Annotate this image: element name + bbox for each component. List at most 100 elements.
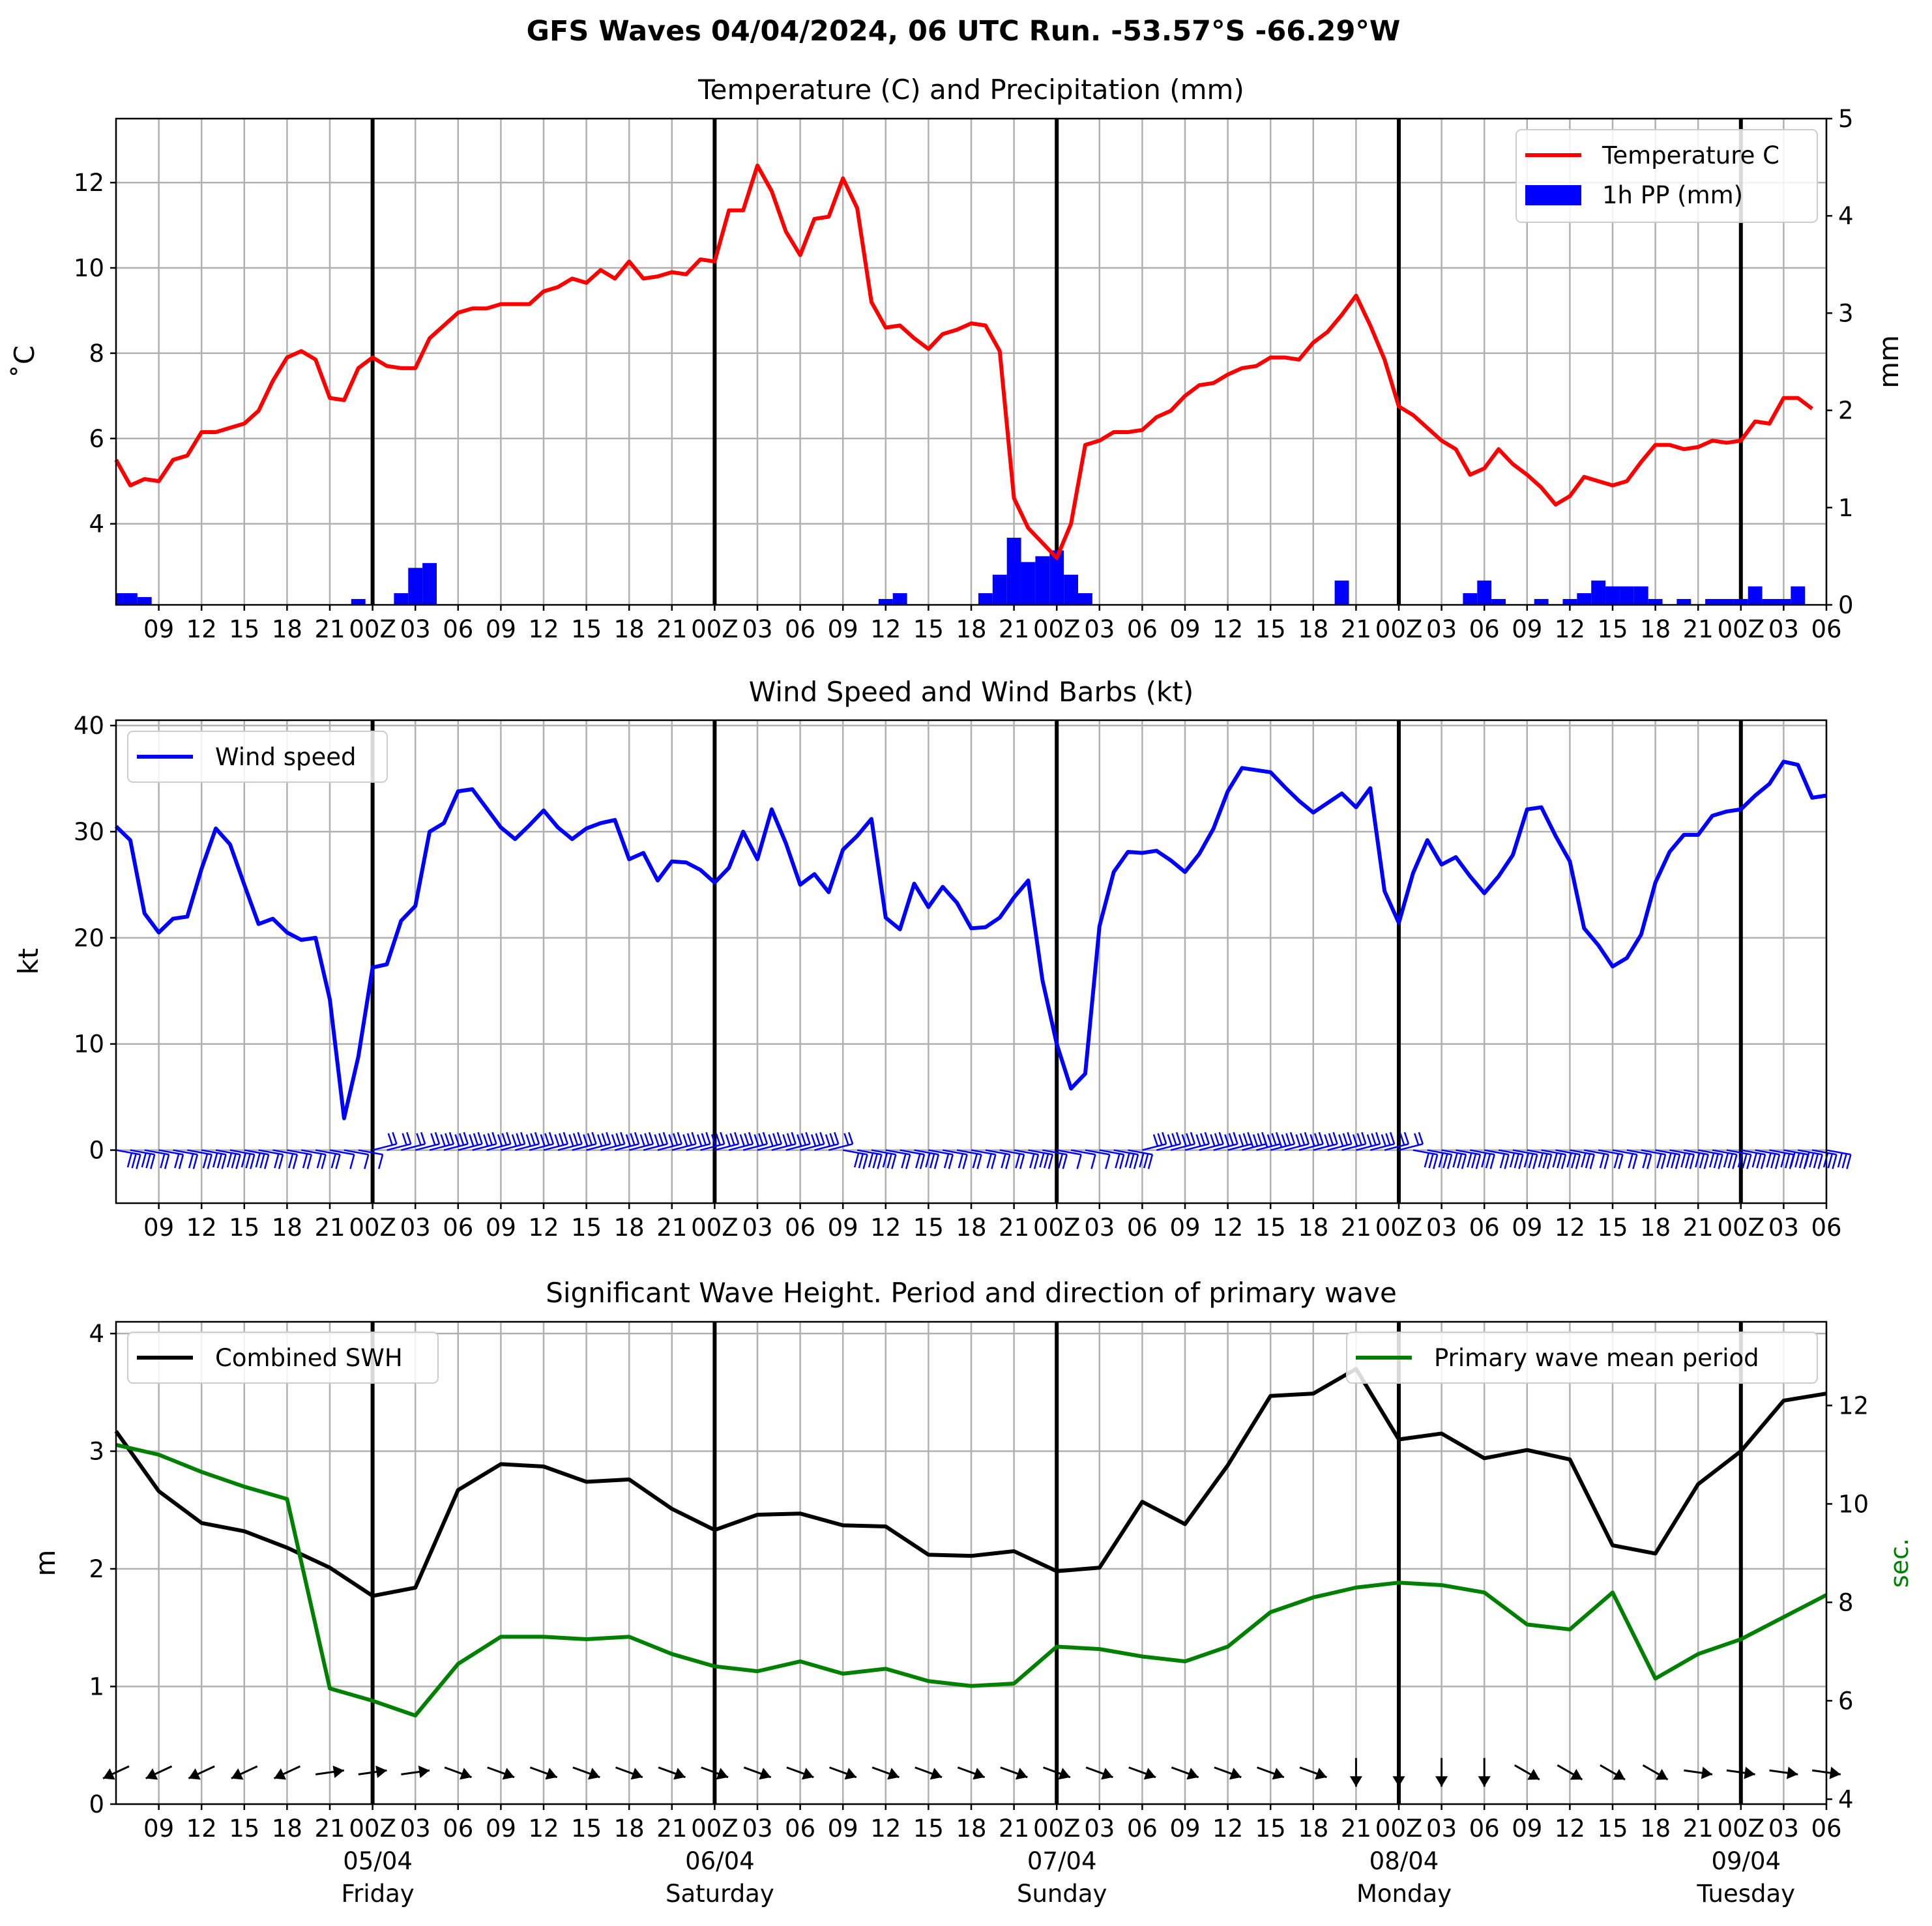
wave-arrow-head (418, 1765, 430, 1778)
x-tick-label: 18 (1640, 1815, 1671, 1843)
wind-barb (1356, 1143, 1381, 1151)
x-tick-label: 03 (1426, 615, 1457, 643)
precip-bar (1605, 586, 1620, 605)
wave-arrow-head (1701, 1766, 1712, 1779)
x-tick-label: 21 (656, 615, 687, 643)
wind-barb-flag (530, 1133, 536, 1146)
wind-barb (1655, 1149, 1680, 1156)
wind-barb (728, 1143, 754, 1151)
wind-barb-flag (1403, 1131, 1410, 1145)
wind-barb (1769, 1149, 1794, 1156)
x-tick-label: 03 (1768, 1815, 1799, 1843)
wind-barb-flag (445, 1133, 450, 1146)
wind-x-ticks: 09 12 15 18 21 00Z 03 06 09 12 15 18 21 00Z 03 06 09 12 15… (143, 1203, 1842, 1242)
wind-barb (757, 1143, 782, 1151)
wind-barb-flag (715, 1133, 721, 1146)
wind-y-ticks: 0 10 20 30 40 (74, 712, 116, 1165)
precip-bar (1776, 599, 1791, 605)
wind-barb-flag (568, 1134, 574, 1146)
wind-barb (543, 1143, 568, 1151)
x-tick-label: 06 (1127, 1815, 1158, 1843)
day-date-label: 08/04 (1369, 1847, 1439, 1875)
wind-barb (1042, 1149, 1067, 1156)
wind-barb-flag (1723, 1152, 1729, 1168)
wind-barb-flag (686, 1133, 693, 1146)
wind-barb-flag (1200, 1133, 1206, 1146)
wind-barb (1384, 1143, 1409, 1151)
precip-bar (1648, 599, 1663, 605)
wind-barb (1170, 1143, 1195, 1151)
x-tick-label: 12 (1555, 615, 1585, 643)
wind-barb-flag (1418, 1131, 1424, 1145)
wind-barb-flag (1732, 1154, 1738, 1169)
wind-barb-flag (800, 1133, 807, 1146)
wind-barb-flag (662, 1131, 669, 1145)
wind-barb-flag (1808, 1152, 1815, 1168)
x-tick-label: 21 (1341, 1214, 1371, 1242)
precip-bar (1049, 550, 1064, 605)
wind-legend-label: Wind speed (215, 743, 357, 771)
wind-barb-flag (255, 1152, 261, 1168)
wind-barb-flag (805, 1131, 811, 1145)
wind-barb-flag (819, 1131, 825, 1145)
x-tick-label: 18 (272, 1815, 302, 1843)
wind-barb (229, 1149, 255, 1156)
wind-barb-flag (1039, 1152, 1045, 1168)
x-tick-label: 09 (143, 1815, 174, 1843)
wind-barb-flag (1461, 1154, 1467, 1169)
wind-barb-flag (430, 1133, 436, 1146)
wind-barb-flag (1371, 1133, 1377, 1146)
wave-arrow-head (587, 1768, 600, 1780)
wind-barb (814, 1143, 839, 1151)
wind-barb-flag (1289, 1131, 1296, 1145)
wind-barb-flag (292, 1154, 299, 1169)
wind-barb-flag (1774, 1154, 1781, 1169)
precip-bar (1064, 574, 1078, 605)
y2-tick-label: 5 (1838, 105, 1854, 133)
wind-barb-flag (1751, 1152, 1757, 1168)
wind-barb-flag (1756, 1153, 1762, 1169)
x-tick-label: 21 (1683, 615, 1714, 643)
wind-barb-flag (483, 1134, 489, 1146)
wind-barb-flag (668, 1134, 674, 1146)
wave-arrow-head (801, 1768, 814, 1780)
temperature-legend-label: Temperature C (1602, 141, 1779, 169)
wind-barb (1070, 1149, 1096, 1156)
wind-barb-flag (725, 1134, 731, 1146)
x-tick-label: 18 (1298, 1214, 1328, 1242)
wind-barb (1470, 1149, 1495, 1156)
wind-barb-flag (1271, 1133, 1277, 1146)
wind-barb-flag (754, 1134, 759, 1146)
wind-barb-flag (1438, 1152, 1444, 1168)
wave-arrow-head (630, 1768, 643, 1780)
wind-barb-flag (463, 1131, 469, 1145)
wind-barb-flag (858, 1153, 864, 1169)
wave-arrow-head (973, 1768, 985, 1780)
wind-barb (158, 1149, 184, 1156)
wind-barb-flag (1162, 1131, 1167, 1145)
wind-barb (914, 1149, 939, 1156)
y-tick-label: 0 (89, 1137, 104, 1165)
wind-barb-flag (1304, 1131, 1310, 1145)
wind-barb-flag (1684, 1153, 1691, 1169)
x-tick-label: 03 (400, 1815, 431, 1843)
wave-arrow-head (332, 1765, 344, 1778)
wind-barb (871, 1149, 896, 1156)
wind-barb-flag (1143, 1153, 1149, 1169)
wind-barb-flag (758, 1133, 764, 1146)
precip-bar (394, 593, 409, 605)
wind-barb-flag (1129, 1153, 1135, 1169)
wind-barb-flag (825, 1134, 831, 1146)
x-tick-label: 06 (443, 1815, 473, 1843)
figure-title: GFS Waves 04/04/2024, 06 UTC Run. -53.57… (527, 15, 1401, 48)
wind-barb (1712, 1149, 1737, 1156)
wind-barb (900, 1149, 925, 1156)
wind-barb (1085, 1149, 1110, 1156)
wind-barb-flag (1708, 1152, 1715, 1168)
wind-barb-flag (559, 1133, 564, 1146)
wave-arrow-head (460, 1768, 472, 1780)
y-tick-label: 2 (89, 1555, 104, 1583)
wind-barb (800, 1143, 825, 1151)
wind-barb (1199, 1143, 1223, 1151)
wind-barb-flag (174, 1153, 180, 1169)
